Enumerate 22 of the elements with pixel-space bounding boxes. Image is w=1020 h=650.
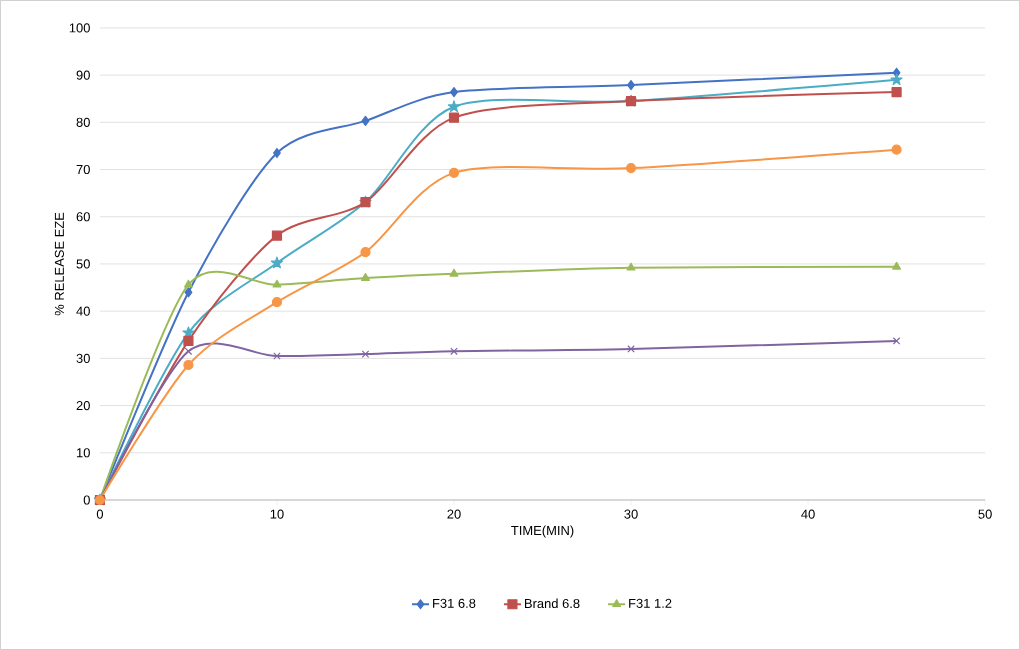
x-axis-title: TIME(MIN) xyxy=(511,525,574,538)
y-tick-label: 100 xyxy=(69,23,90,33)
x-tick-label: 30 xyxy=(624,509,638,519)
y-tick-label: 80 xyxy=(76,117,90,127)
y-tick-label: 60 xyxy=(76,212,90,222)
legend-label: F31 1.2 xyxy=(629,598,672,608)
x-tick-label: 40 xyxy=(801,509,815,519)
y-tick-label: 70 xyxy=(76,164,90,175)
x-tick-label: 20 xyxy=(447,509,461,519)
y-axis-title: % RELEASE EZE xyxy=(54,212,64,316)
y-tick-label: 0 xyxy=(83,495,90,505)
y-tick-label: 40 xyxy=(76,306,90,316)
y-tick-label: 90 xyxy=(76,70,90,80)
legend-label: Brand 6.8 xyxy=(524,598,580,609)
x-tick-label: 50 xyxy=(978,509,992,519)
legend-label: F31 6.8 xyxy=(433,598,476,608)
y-tick-label: 30 xyxy=(76,353,90,363)
y-tick-label: 20 xyxy=(76,401,90,411)
y-tick-label: 10 xyxy=(76,448,90,458)
x-tick-label: 10 xyxy=(270,509,284,519)
y-tick-label: 50 xyxy=(76,259,90,269)
x-tick-label: 0 xyxy=(96,509,104,519)
